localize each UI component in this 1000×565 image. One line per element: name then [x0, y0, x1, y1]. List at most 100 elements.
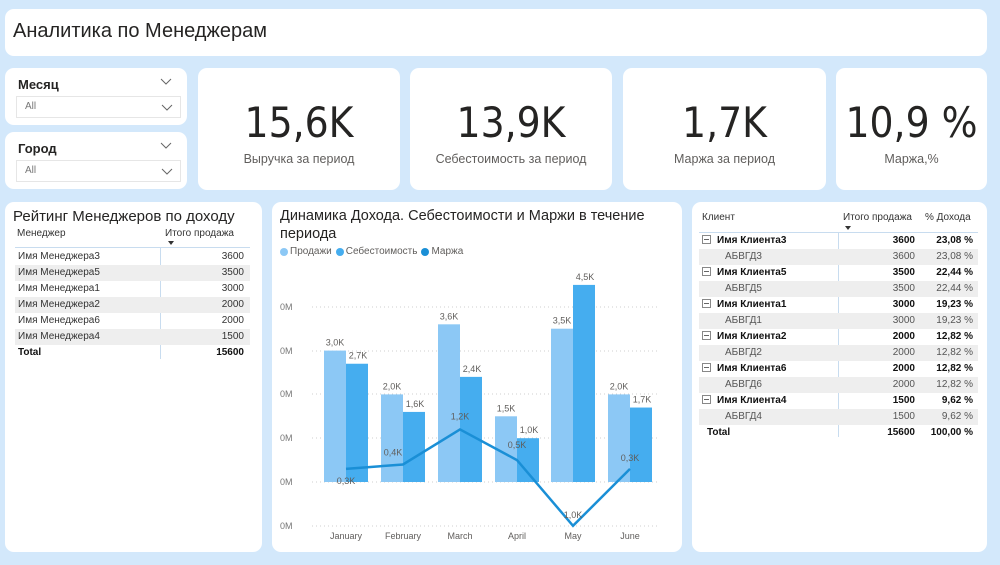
bar-sales[interactable] [608, 394, 630, 482]
total-pct: 100,00 % [930, 427, 973, 438]
combo-chart-card: Динамика Дохода. Себестоимости и Маржи в… [272, 202, 682, 552]
client-group-row[interactable]: Имя Клиента3 3600 23,08 % [699, 233, 978, 249]
x-tick-label: May [564, 531, 582, 541]
collapse-icon[interactable] [702, 395, 711, 404]
kpi-cost: 13,9K Себестоимость за период [410, 68, 612, 190]
client-detail-sales: 1500 [892, 411, 915, 422]
table-total-row: Total 15600 100,00 % [699, 425, 978, 441]
bar-sales[interactable] [438, 324, 460, 482]
clients-table-card: Клиент Итого продажа % Дохода Имя Клиент… [692, 202, 987, 552]
managers-table-card: Рейтинг Менеджеров по доходу Менеджер Ит… [5, 202, 262, 552]
data-label: 4,5K [576, 272, 595, 282]
manager-name: Имя Менеджера6 [18, 315, 100, 326]
data-label: 3,6K [440, 311, 459, 321]
client-detail-pct: 19,23 % [936, 315, 973, 326]
bar-cost[interactable] [460, 376, 482, 482]
legend-dot-icon [280, 247, 288, 256]
column-header-client[interactable]: Клиент [702, 212, 735, 223]
slicer-city-value: All [25, 165, 37, 176]
client-detail-sales: 3000 [892, 315, 915, 326]
client-detail-name: АБВГД4 [725, 411, 762, 422]
column-header-revenue-pct[interactable]: % Дохода [925, 212, 971, 223]
table-row[interactable]: Имя Менеджера2 2000 [15, 297, 250, 313]
table-row[interactable]: Имя Менеджера4 1500 [15, 329, 250, 345]
collapse-icon[interactable] [702, 299, 711, 308]
slicer-month-value: All [25, 101, 37, 112]
chevron-down-icon[interactable] [159, 140, 173, 150]
kpi-revenue: 15,6K Выручка за период [198, 68, 400, 190]
chevron-down-icon [161, 168, 173, 175]
client-detail-row[interactable]: АБВГД2 2000 12,82 % [699, 345, 978, 361]
data-label: 2,7K [349, 351, 368, 361]
data-label: 1,2K [451, 411, 470, 421]
bar-cost[interactable] [517, 438, 539, 482]
column-header-total-sales[interactable]: Итого продажа [165, 228, 234, 239]
bar-cost[interactable] [403, 411, 425, 482]
slicer-month-dropdown[interactable]: All [16, 96, 181, 118]
table-row[interactable]: Имя Менеджера5 3500 [15, 265, 250, 281]
chevron-down-icon[interactable] [159, 76, 173, 86]
table-row[interactable]: Имя Менеджера3 3600 [15, 249, 250, 265]
data-label: 1,6K [406, 399, 425, 409]
client-group-row[interactable]: Имя Клиента5 3500 22,44 % [699, 265, 978, 281]
data-label: 1,7K [633, 395, 652, 405]
data-label: 1,5K [497, 403, 516, 413]
column-header-total-sales[interactable]: Итого продажа [843, 212, 912, 223]
client-detail-name: АБВГД5 [725, 283, 762, 294]
bar-sales[interactable] [551, 328, 573, 482]
client-group-row[interactable]: Имя Клиента2 2000 12,82 % [699, 329, 978, 345]
legend-dot-icon [421, 247, 430, 256]
client-group-row[interactable]: Имя Клиента1 3000 19,23 % [699, 297, 978, 313]
managers-table-body: Имя Менеджера3 3600 Имя Менеджера5 3500 Им… [15, 249, 250, 361]
client-detail-row[interactable]: АБВГД5 3500 22,44 % [699, 281, 978, 297]
sort-desc-icon [168, 241, 174, 245]
bar-cost[interactable] [630, 407, 652, 482]
kpi-revenue-value: 15,6K [244, 98, 354, 147]
client-detail-row[interactable]: АБВГД4 1500 9,62 % [699, 409, 978, 425]
x-tick-label: April [508, 531, 526, 541]
client-detail-row[interactable]: АБВГД3 3600 23,08 % [699, 249, 978, 265]
slicer-city: Город All [5, 132, 187, 189]
collapse-icon[interactable] [702, 331, 711, 340]
client-pct: 12,82 % [936, 331, 973, 342]
bar-sales[interactable] [324, 350, 346, 482]
bar-cost[interactable] [346, 363, 368, 482]
x-tick-label: February [385, 531, 422, 541]
manager-sales: 3000 [221, 283, 244, 294]
bar-sales[interactable] [495, 416, 517, 482]
manager-name: Имя Менеджера4 [18, 331, 100, 342]
column-header-manager[interactable]: Менеджер [17, 228, 66, 239]
legend-item-cost[interactable]: Себестоимость [335, 246, 417, 257]
client-detail-name: АБВГД3 [725, 251, 762, 262]
bar-sales[interactable] [381, 394, 403, 482]
legend-label: Продажи [290, 246, 332, 257]
collapse-icon[interactable] [702, 363, 711, 372]
slicer-city-dropdown[interactable]: All [16, 160, 181, 182]
client-name: Имя Клиента5 [717, 267, 787, 278]
line-margin[interactable] [345, 427, 631, 528]
client-detail-sales: 3600 [892, 251, 915, 262]
bar-cost[interactable] [573, 284, 595, 482]
chart-plot-area[interactable]: 0M 0M 0M 0M 0M 0M 3,0K 2,7K January 2,0K 1,6K Febru… [272, 202, 682, 552]
legend-item-margin[interactable]: Маржа [421, 246, 463, 257]
table-row[interactable]: Имя Менеджера1 3000 [15, 281, 250, 297]
client-detail-row[interactable]: АБВГД6 2000 12,82 % [699, 377, 978, 393]
collapse-icon[interactable] [702, 267, 711, 276]
manager-name: Имя Менеджера3 [18, 251, 100, 262]
client-detail-row[interactable]: АБВГД1 3000 19,23 % [699, 313, 978, 329]
collapse-icon[interactable] [702, 235, 711, 244]
legend-item-sales[interactable]: Продажи [280, 246, 332, 257]
data-label: 2,4K [463, 364, 482, 374]
slicer-city-label: Город [18, 141, 57, 156]
client-group-row[interactable]: Имя Клиента4 1500 9,62 % [699, 393, 978, 409]
chart-legend: Продажи Себестоимость Маржа [280, 246, 463, 257]
title-card: Аналитика по Менеджерам [5, 9, 987, 56]
client-group-row[interactable]: Имя Клиента6 2000 12,82 % [699, 361, 978, 377]
client-sales: 3500 [892, 267, 915, 278]
client-sales: 1500 [892, 395, 915, 406]
table-row[interactable]: Имя Менеджера6 2000 [15, 313, 250, 329]
manager-name: Имя Менеджера2 [18, 299, 100, 310]
x-tick-label: January [330, 531, 363, 541]
client-detail-pct: 9,62 % [941, 411, 973, 422]
manager-sales: 3500 [221, 267, 244, 278]
